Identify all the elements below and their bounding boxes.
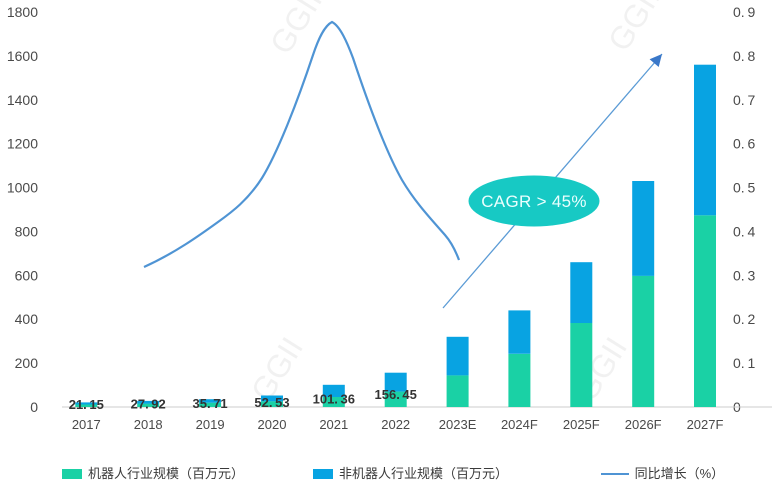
svg-text:2025F: 2025F xyxy=(563,417,600,432)
svg-text:52. 53: 52. 53 xyxy=(254,395,289,410)
svg-text:400: 400 xyxy=(15,311,39,327)
svg-text:2024F: 2024F xyxy=(501,417,538,432)
svg-text:1000: 1000 xyxy=(7,180,38,196)
svg-text:0. 4: 0. 4 xyxy=(733,223,755,239)
svg-text:2017: 2017 xyxy=(72,417,101,432)
svg-text:0. 3: 0. 3 xyxy=(733,267,755,283)
svg-text:101. 36: 101. 36 xyxy=(313,392,355,407)
svg-text:800: 800 xyxy=(15,223,39,239)
svg-text:0. 2: 0. 2 xyxy=(733,311,755,327)
svg-text:1800: 1800 xyxy=(7,4,38,20)
svg-text:2023E: 2023E xyxy=(439,417,477,432)
svg-text:1600: 1600 xyxy=(7,48,38,64)
svg-text:2018: 2018 xyxy=(134,417,163,432)
svg-text:600: 600 xyxy=(15,267,39,283)
svg-text:0. 5: 0. 5 xyxy=(733,180,755,196)
svg-text:2019: 2019 xyxy=(196,417,225,432)
svg-text:0: 0 xyxy=(30,399,38,415)
svg-text:0. 7: 0. 7 xyxy=(733,92,755,108)
svg-text:2026F: 2026F xyxy=(625,417,662,432)
svg-text:200: 200 xyxy=(15,355,39,371)
svg-text:0. 9: 0. 9 xyxy=(733,4,755,20)
svg-text:1200: 1200 xyxy=(7,136,38,152)
svg-text:2021: 2021 xyxy=(319,417,348,432)
svg-text:CAGR > 45%: CAGR > 45% xyxy=(481,192,587,211)
svg-text:2022: 2022 xyxy=(381,417,410,432)
svg-text:0. 6: 0. 6 xyxy=(733,136,755,152)
svg-text:27. 92: 27. 92 xyxy=(131,397,166,412)
svg-text:35. 71: 35. 71 xyxy=(193,396,228,411)
svg-text:2020: 2020 xyxy=(258,417,287,432)
svg-text:0. 1: 0. 1 xyxy=(733,355,755,371)
svg-text:2027F: 2027F xyxy=(687,417,724,432)
svg-text:0. 8: 0. 8 xyxy=(733,48,755,64)
svg-text:156. 45: 156. 45 xyxy=(375,387,417,402)
svg-text:1400: 1400 xyxy=(7,92,38,108)
svg-text:21. 15: 21. 15 xyxy=(69,397,104,412)
